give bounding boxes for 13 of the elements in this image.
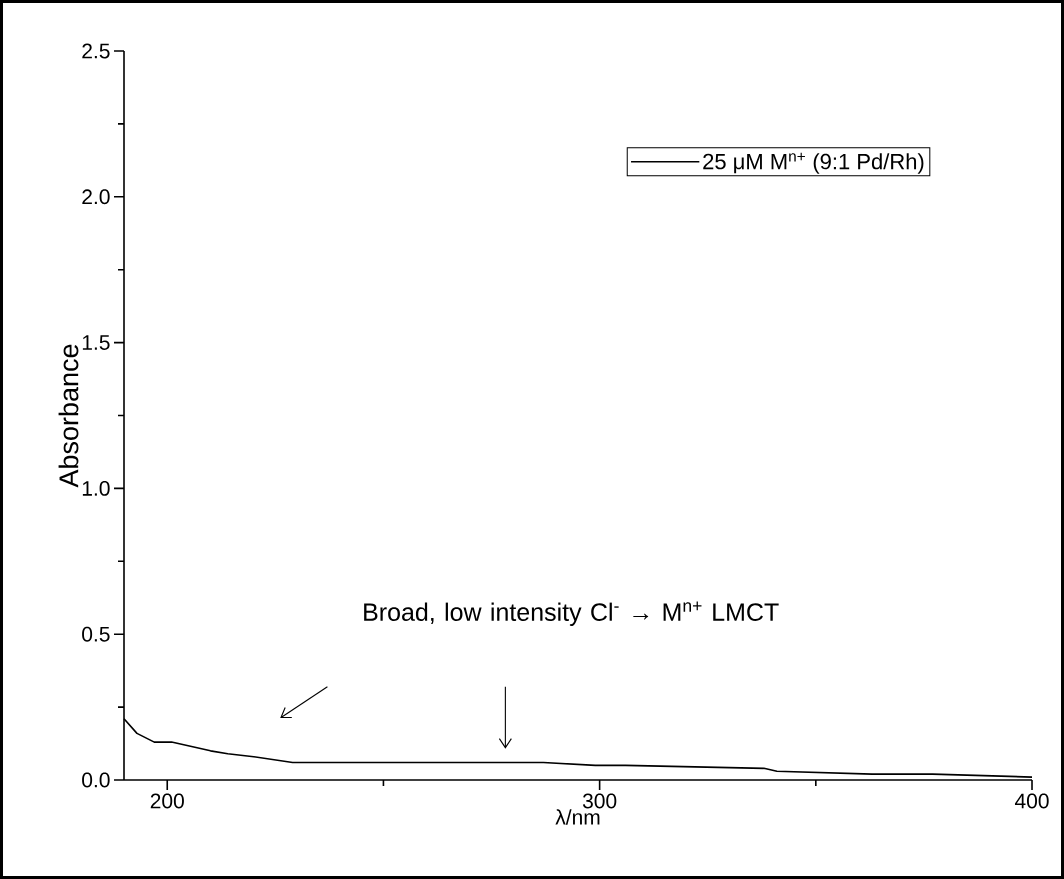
y-tick-label: 0.0	[82, 772, 110, 788]
y-axis-title: Absorbance	[58, 344, 79, 488]
y-tick-label: 2.5	[82, 43, 110, 59]
y-tick-label: 1.0	[82, 480, 110, 496]
y-tick-label: 0.5	[82, 626, 110, 642]
x-tick-label: 200	[150, 793, 184, 809]
y-tick-label: 2.0	[82, 189, 110, 205]
y-tick-label: 1.5	[82, 335, 110, 350]
annotation: Broad, low intensity Cl$^{-}$ → M$^{n+}$ LMCT	[364, 601, 779, 626]
x-axis-title: λ/nm	[555, 809, 600, 825]
legend-label: 25 μM M$^{n+}$ (9:1 Pd/Rh)	[703, 152, 924, 174]
x-tick-label: 400	[1014, 793, 1049, 809]
x-tick-label: 300	[582, 793, 617, 809]
